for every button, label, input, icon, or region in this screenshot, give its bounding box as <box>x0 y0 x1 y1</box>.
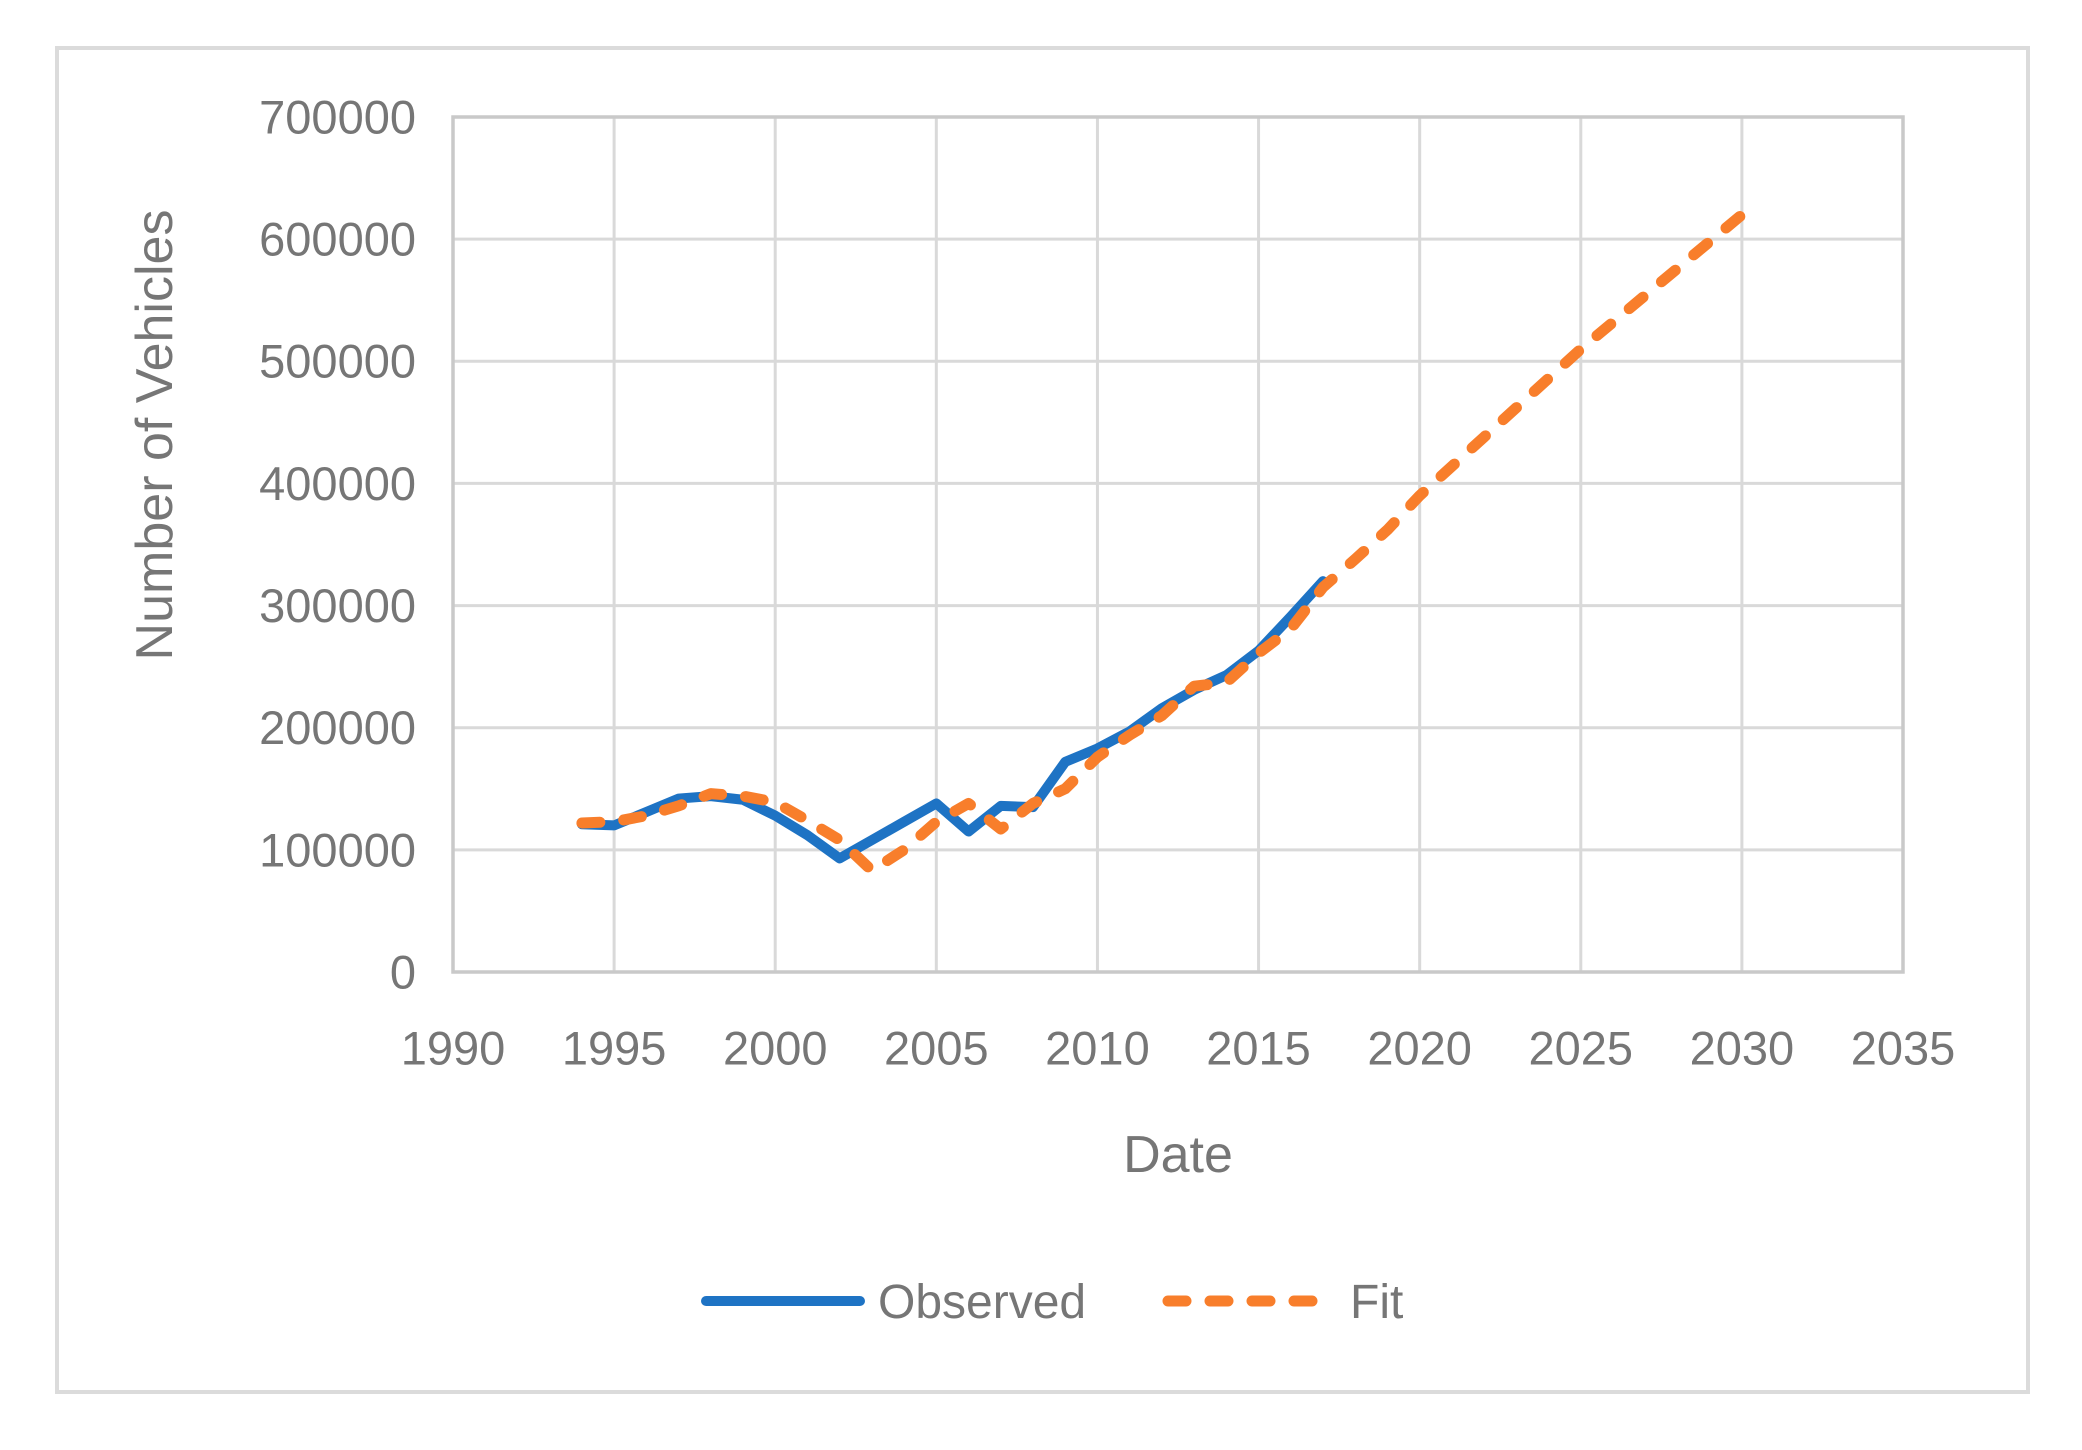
series-lines <box>576 209 1748 877</box>
series-fit-line <box>576 209 1748 877</box>
y-tick-label: 600000 <box>259 213 416 266</box>
legend: Observed Fit <box>701 1276 1403 1329</box>
legend-observed-label: Observed <box>878 1276 1086 1329</box>
y-tick-label: 700000 <box>259 90 416 143</box>
y-tick-label: 400000 <box>259 457 416 510</box>
series-observed-line <box>576 576 1328 864</box>
x-tick-label: 1995 <box>562 1021 667 1074</box>
x-tick-label: 2010 <box>1045 1021 1150 1074</box>
y-axis-title: Number of Vehicles <box>126 210 184 661</box>
x-tick-label: 2015 <box>1206 1021 1311 1074</box>
x-tick-label: 2035 <box>1851 1021 1956 1074</box>
x-axis-title: Date <box>1123 1126 1233 1184</box>
y-tick-label: 200000 <box>259 701 416 754</box>
x-tick-label: 2020 <box>1367 1021 1472 1074</box>
gridlines <box>451 115 1905 974</box>
y-tick-label: 300000 <box>259 579 416 632</box>
legend-fit-label: Fit <box>1350 1276 1403 1329</box>
x-axis-tick-labels: 1990 1995 2000 2005 2010 2015 2020 2025 2030 2035 <box>401 1021 1956 1074</box>
y-tick-label: 100000 <box>259 823 416 876</box>
y-tick-label: 0 <box>390 945 416 998</box>
chart-outer-border <box>55 46 2030 1394</box>
y-axis-tick-labels: 0 100000 200000 300000 400000 500000 600000 700… <box>259 90 416 998</box>
x-tick-label: 2025 <box>1528 1021 1633 1074</box>
y-tick-label: 500000 <box>259 335 416 388</box>
x-tick-label: 2005 <box>884 1021 989 1074</box>
x-tick-label: 1990 <box>401 1021 506 1074</box>
plot-area-border <box>451 115 1905 974</box>
x-tick-label: 2030 <box>1690 1021 1795 1074</box>
x-tick-label: 2000 <box>723 1021 828 1074</box>
